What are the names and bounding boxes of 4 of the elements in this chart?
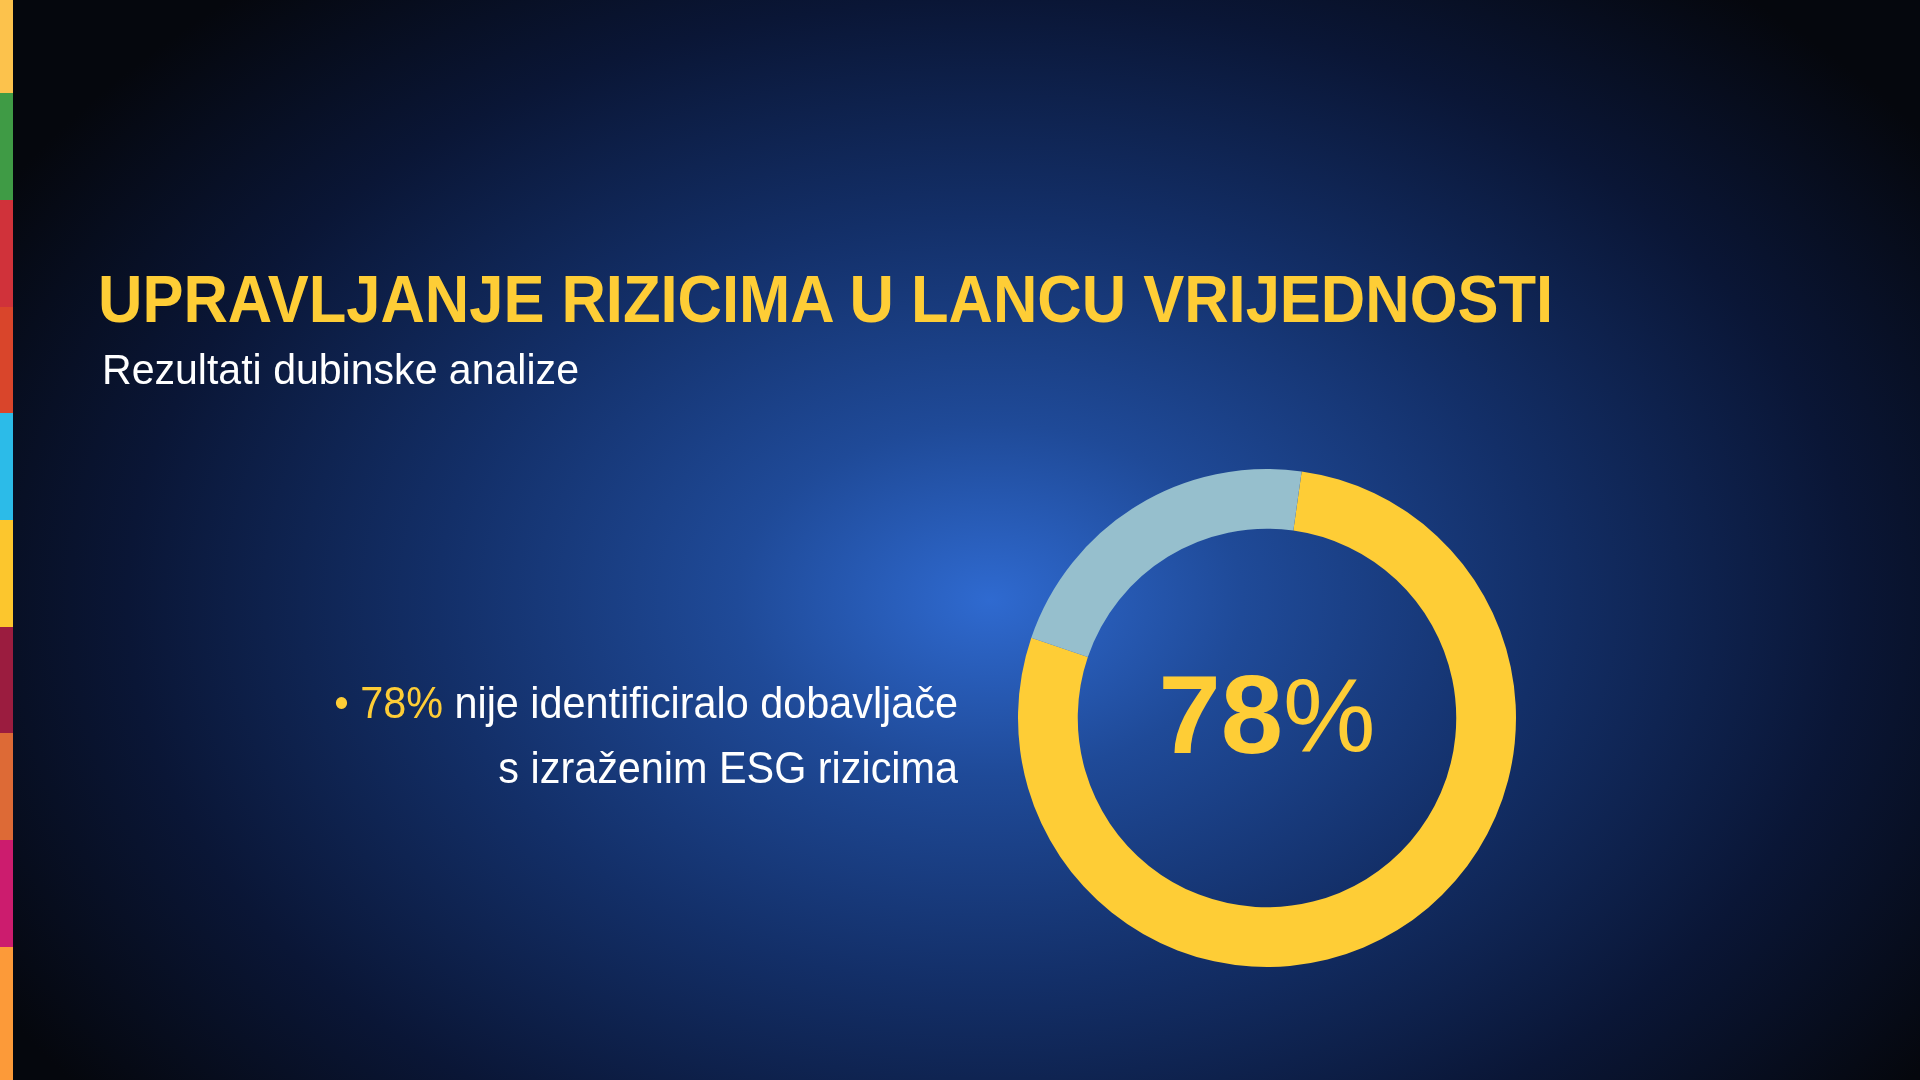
text: • 78% nije identificiralo dobavljače s izraženim ESG rizicima bbox=[333, 677, 958, 794]
chart-title: UPRAVLJANJE RIZICIMA U LANCU VRIJEDNOSTI bbox=[98, 262, 1554, 336]
text: Rezultati dubinske analize bbox=[102, 346, 579, 393]
text: 78% bbox=[1158, 651, 1376, 777]
